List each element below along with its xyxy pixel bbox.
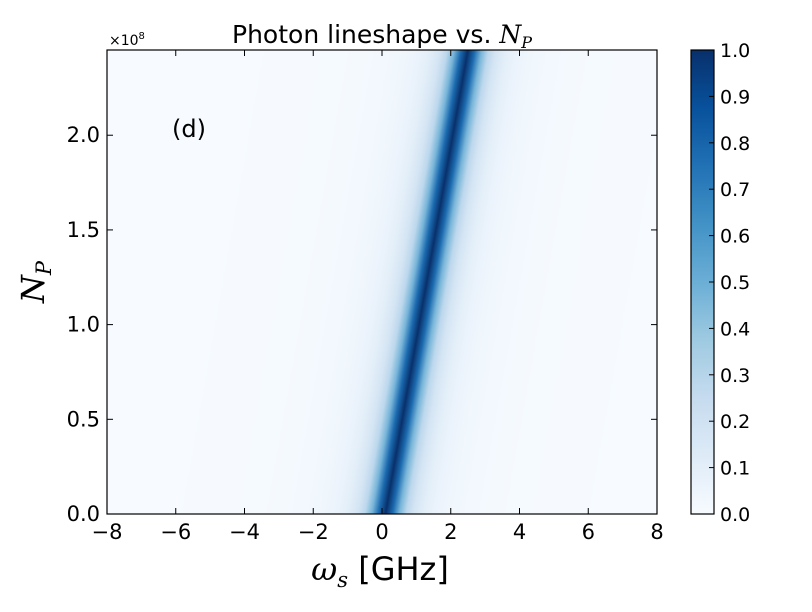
chart-title: Photon lineshape vs. NP [232,20,532,52]
colorbar-tick-label: 0.1 [720,458,750,480]
y-offset-label: ×108 [109,31,145,49]
panel-annotation: (d) [172,115,206,143]
colorbar-tick-label: 0.4 [720,318,750,340]
x-tick-label: −2 [298,520,329,544]
colorbar-ticks: 0.0 0.1 0.2 0.3 0.4 0.5 0.6 0.7 0.8 0.9 1.0 [709,40,750,526]
x-tick-label: 4 [513,520,526,544]
heatmap-band [179,50,657,514]
colorbar-tick-label: 0.6 [720,226,750,248]
x-axis-label: ωs [GHz] [311,550,449,592]
x-tick-label: −6 [160,520,191,544]
colorbar-tick-label: 0.2 [720,411,750,433]
y-axis-label: NP [14,260,56,304]
colorbar-tick-label: 0.8 [720,133,750,155]
y-tick-label: 2.0 [67,123,100,147]
x-tick-label: 6 [582,520,595,544]
y-tick-label: 1.5 [67,218,100,242]
x-tick-label: 8 [650,520,663,544]
colorbar-tick-label: 1.0 [720,40,750,62]
colorbar-tick-label: 0.5 [720,272,750,294]
y-tick-label: 0.5 [67,407,100,431]
x-tick-label: −4 [229,520,260,544]
x-tick-label: −8 [92,520,123,544]
x-tick-label: 0 [375,520,388,544]
colorbar-tick-label: 0.3 [720,365,750,387]
y-tick-label: 0.0 [67,502,100,526]
colorbar-tick-label: 0.7 [720,179,750,201]
colorbar-tick-label: 0.9 [720,86,750,108]
y-tick-label: 1.0 [67,313,100,337]
y-axis-ticks: 0.0 0.5 1.0 1.5 2.0 [67,123,657,526]
colorbar-tick-label: 0.0 [720,504,750,526]
x-tick-label: 2 [444,520,457,544]
x-axis-ticks: −8 −6 −4 −2 0 2 4 6 8 [92,50,664,544]
